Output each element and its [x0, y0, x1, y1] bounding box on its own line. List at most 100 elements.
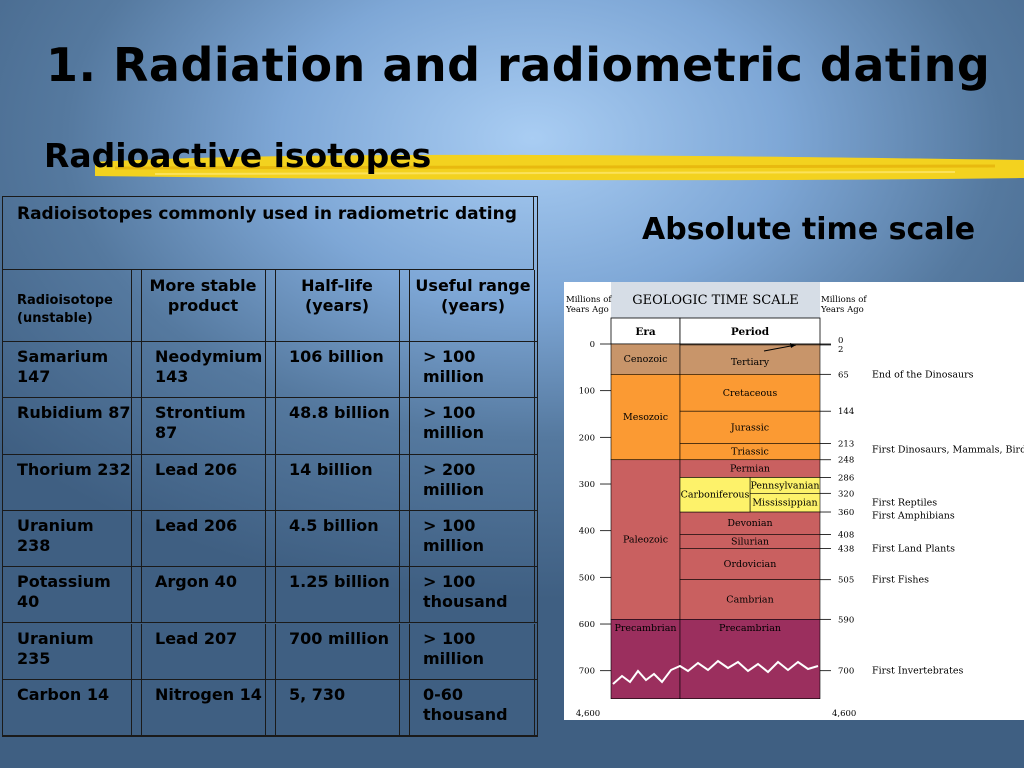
period-label: Permian: [730, 464, 770, 475]
table-row-cell-3: > 100 thousand: [423, 572, 508, 612]
period-block: [679, 374, 821, 412]
left-tick-label: 700: [579, 667, 595, 677]
period-label: Pennsylvanian: [750, 480, 819, 491]
right-tick-label: 248: [838, 456, 854, 466]
left-axis-label: Years Ago: [565, 305, 609, 315]
period-block: [679, 410, 821, 444]
period-label: Mississippian: [752, 498, 817, 509]
period-label: Precambrian: [719, 623, 781, 634]
period-label: Ordovician: [724, 559, 777, 570]
right-tick-label: 320: [838, 489, 854, 499]
table-row-cell-1: Nitrogen 14: [155, 684, 262, 704]
event-label: First Amphibians: [872, 510, 955, 521]
event-label: First Fishes: [872, 575, 929, 586]
table-row-cell-0: Uranium 238: [17, 515, 94, 555]
table-row-cell-2: 700 million: [289, 628, 389, 648]
period-label: Jurassic: [730, 422, 769, 433]
right-tick-label: 590: [838, 615, 854, 625]
period-block: [679, 579, 821, 620]
right-tick-label: 408: [838, 530, 854, 540]
period-block: [679, 548, 821, 580]
right-tick-label: 286: [838, 473, 854, 483]
left-tick-label: 300: [579, 480, 595, 490]
era-label: Precambrian: [615, 623, 677, 634]
right-tick-label: 438: [838, 544, 854, 554]
event-label: First Reptiles: [872, 497, 937, 508]
table-row-cell-0: Rubidium 87: [17, 403, 131, 423]
era-block: [610, 374, 681, 461]
table-row-cell-0: Carbon 14: [17, 684, 110, 704]
era-block: [610, 459, 681, 620]
right-tick-label: 65: [838, 370, 849, 380]
event-label: End of the Dinosaurs: [872, 369, 974, 380]
gts-title: GEOLOGIC TIME SCALE: [632, 293, 799, 308]
right-tick-label: 0: [838, 336, 843, 346]
table-row-cell-1: Strontium 87: [155, 403, 246, 443]
carboniferous-block: [679, 477, 751, 513]
event-label: First Dinosaurs, Mammals, Birds: [872, 444, 1024, 455]
period-label: Cambrian: [726, 595, 773, 606]
table-row-cell-0: Thorium 232: [17, 459, 131, 479]
right-tick-label: 4,600: [832, 709, 856, 719]
left-tick-label: 100: [579, 387, 595, 397]
table-header-row-cell-3: Useful range (years): [415, 276, 531, 315]
left-tick-label: 400: [579, 527, 595, 537]
table-row: Potassium 40 Argon 40 1.25 billion > 100 th…: [3, 567, 537, 624]
left-tick-label: 600: [579, 620, 595, 630]
table-row-cell-0: Uranium 235: [17, 628, 94, 668]
table-row-cell-3: > 100 million: [423, 347, 484, 386]
period-block: [679, 619, 821, 699]
left-tick-label: 0: [590, 340, 595, 350]
right-tick-label: 700: [838, 667, 854, 677]
right-tick-label: 2: [838, 345, 843, 355]
era-header: Era: [635, 326, 656, 338]
era-block: [610, 619, 681, 699]
period-label: Silurian: [731, 536, 769, 547]
event-label: First Invertebrates: [872, 666, 963, 677]
table-row: Uranium 238 Lead 206 4.5 billion > 100 mill…: [3, 510, 537, 568]
geologic-time-scale-chart: GEOLOGIC TIME SCALE Millions of Years Ago M…: [564, 282, 1024, 720]
era-label: Mesozoic: [623, 412, 668, 423]
table-row-cell-1: Lead 206: [155, 515, 238, 535]
right-tick-label: 360: [838, 508, 854, 518]
table-row-cell-0: Samarium 147: [17, 347, 109, 386]
carboniferous-label: Carboniferous: [681, 490, 750, 501]
table-row-cell-3: 0-60 thousand: [423, 684, 508, 724]
table-header-row-cell-1: More stable product: [149, 276, 257, 315]
quaternary-arrowhead: [790, 343, 796, 348]
period-label: Triassic: [731, 447, 769, 458]
isotope-table: Radioisotopes commonly used in radiometr…: [2, 196, 538, 737]
period-label: Devonian: [727, 518, 772, 529]
table-row: Thorium 232 Lead 206 14 billion > 200 milli…: [3, 454, 537, 511]
right-tick-label: 144: [838, 407, 854, 417]
table-row-cell-2: 106 billion: [289, 347, 384, 366]
left-tick-label: 200: [579, 433, 595, 443]
era-label: Paleozoic: [623, 535, 668, 546]
precambrian-zigzag: [612, 659, 819, 685]
right-tick-label: 213: [838, 439, 854, 449]
table-row-cell-1: Argon 40: [155, 572, 237, 592]
era-label: Cenozoic: [624, 354, 668, 365]
table-row-cell-2: 4.5 billion: [289, 515, 379, 535]
period-label: Tertiary: [731, 357, 770, 368]
yellow-highlight-stroke: [95, 154, 1024, 181]
right-tick-label: 505: [838, 576, 854, 586]
left-tick-label: 4,600: [576, 709, 600, 719]
slide-subtitle: Radioactive isotopes: [44, 136, 432, 175]
table-row-cell-2: 14 billion: [289, 459, 373, 479]
table-row-cell-3: > 100 million: [423, 628, 484, 668]
table-row: Rubidium 87 Strontium 87 48.8 billion > 100…: [3, 398, 537, 455]
table-row-cell-0: Potassium 40: [17, 572, 111, 612]
left-tick-label: 500: [579, 573, 595, 583]
slide-title: 1. Radiation and radiometric dating: [46, 38, 991, 92]
table-row: Samarium 147 Neodymium 143 106 billion > 10…: [3, 342, 537, 399]
period-label: Cretaceous: [723, 388, 778, 399]
table-row: Carbon 14 Nitrogen 14 5, 730 0-60 thousand: [3, 679, 537, 737]
right-axis-label: Years Ago: [820, 305, 864, 315]
table-caption: Radioisotopes commonly used in radiometr…: [3, 197, 534, 270]
table-row-cell-3: > 200 million: [423, 459, 484, 499]
table-row-cell-3: > 100 million: [423, 515, 484, 555]
absolute-time-scale-heading: Absolute time scale: [642, 212, 976, 247]
left-axis-label: Millions of: [566, 295, 612, 305]
